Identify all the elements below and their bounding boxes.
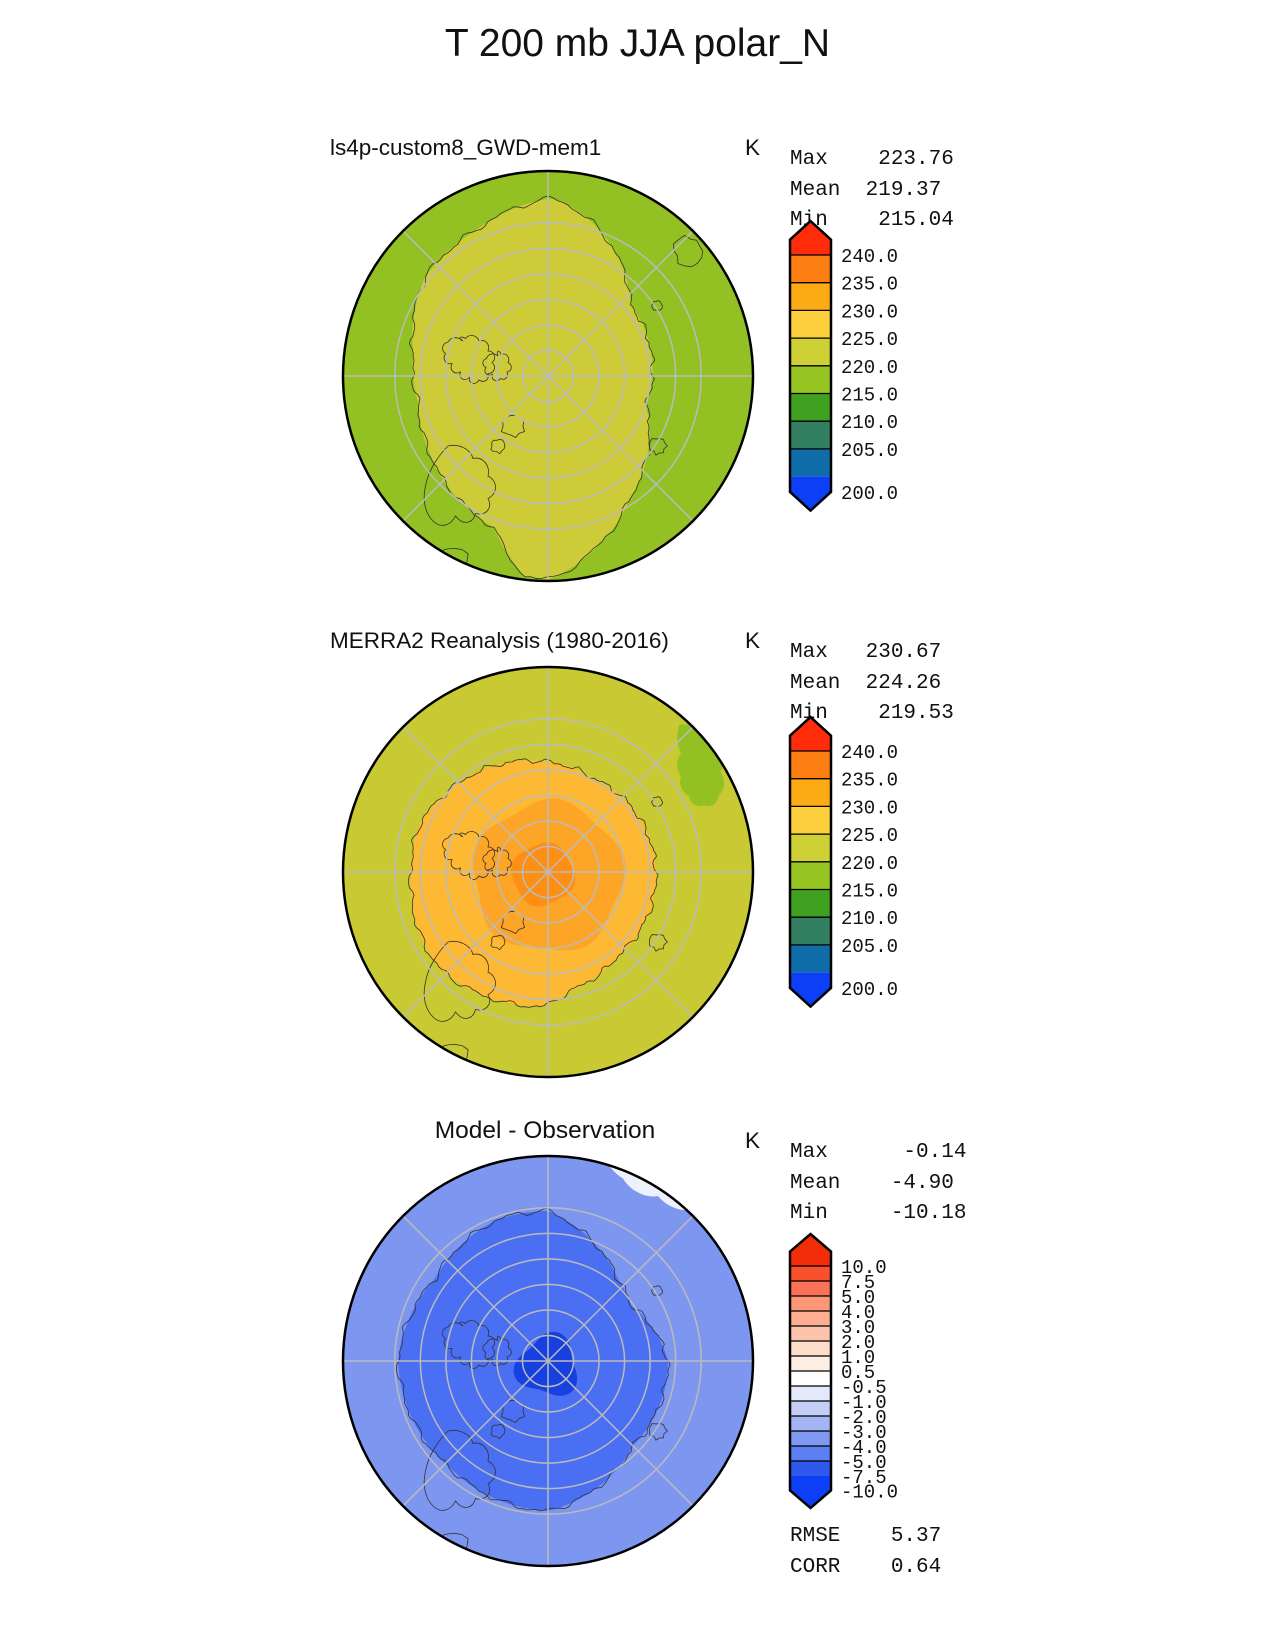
svg-text:200.0: 200.0 [841, 979, 898, 1001]
svg-text:205.0: 205.0 [841, 440, 898, 462]
svg-text:225.0: 225.0 [841, 329, 898, 351]
svg-text:215.0: 215.0 [841, 881, 898, 903]
svg-text:210.0: 210.0 [841, 412, 898, 434]
svg-text:230.0: 230.0 [841, 797, 898, 819]
svg-text:225.0: 225.0 [841, 825, 898, 847]
svg-text:240.0: 240.0 [841, 742, 898, 764]
svg-text:210.0: 210.0 [841, 908, 898, 930]
svg-text:235.0: 235.0 [841, 770, 898, 792]
svg-text:200.0: 200.0 [841, 483, 898, 505]
svg-text:205.0: 205.0 [841, 936, 898, 958]
svg-text:215.0: 215.0 [841, 385, 898, 407]
svg-text:220.0: 220.0 [841, 853, 898, 875]
svg-text:-10.0: -10.0 [841, 1481, 898, 1503]
svg-text:240.0: 240.0 [841, 246, 898, 268]
svg-text:220.0: 220.0 [841, 357, 898, 379]
svg-text:230.0: 230.0 [841, 301, 898, 323]
svg-text:235.0: 235.0 [841, 274, 898, 296]
